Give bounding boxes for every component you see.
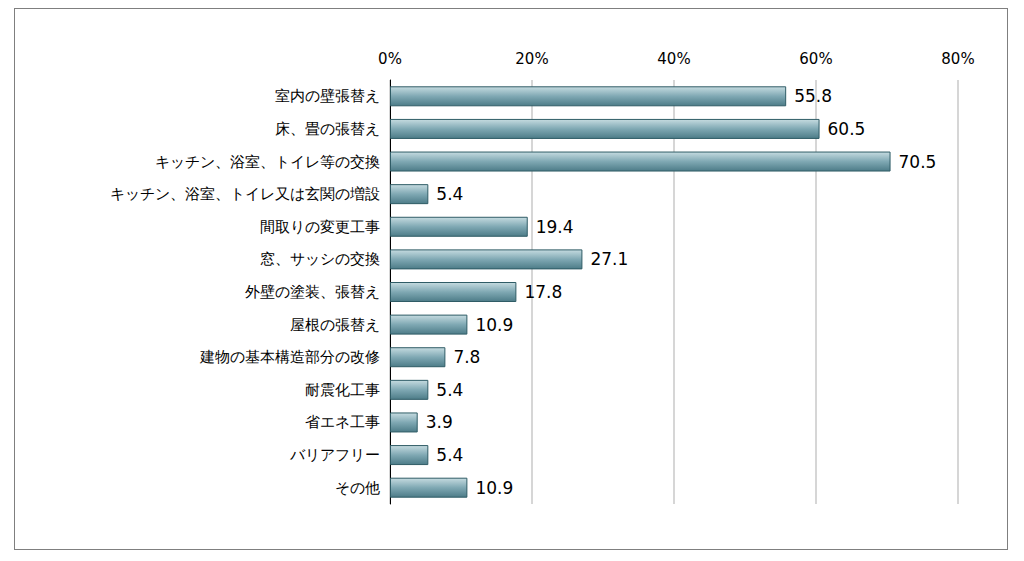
svg-text:キッチン、浴室、トイレ等の交換: キッチン、浴室、トイレ等の交換 bbox=[155, 153, 380, 171]
svg-text:窓、サッシの交換: 窓、サッシの交換 bbox=[260, 250, 380, 268]
svg-text:外壁の塗装、張替え: 外壁の塗装、張替え bbox=[245, 283, 380, 301]
svg-text:3.9: 3.9 bbox=[426, 412, 453, 432]
svg-text:屋根の張替え: 屋根の張替え bbox=[290, 316, 380, 334]
svg-text:40%: 40% bbox=[657, 50, 690, 68]
svg-text:その他: その他 bbox=[335, 479, 380, 497]
svg-text:0%: 0% bbox=[378, 50, 402, 68]
svg-text:60.5: 60.5 bbox=[828, 119, 866, 139]
svg-text:10.9: 10.9 bbox=[475, 478, 513, 498]
svg-text:17.8: 17.8 bbox=[524, 282, 562, 302]
svg-text:キッチン、浴室、トイレ又は玄関の増設: キッチン、浴室、トイレ又は玄関の増設 bbox=[110, 185, 380, 203]
svg-text:耐震化工事: 耐震化工事 bbox=[305, 381, 380, 399]
svg-text:7.8: 7.8 bbox=[453, 347, 480, 367]
svg-text:10.9: 10.9 bbox=[475, 315, 513, 335]
svg-text:5.4: 5.4 bbox=[436, 184, 463, 204]
svg-text:80%: 80% bbox=[941, 50, 974, 68]
svg-text:60%: 60% bbox=[799, 50, 832, 68]
svg-text:省エネ工事: 省エネ工事 bbox=[305, 413, 380, 431]
svg-text:建物の基本構造部分の改修: 建物の基本構造部分の改修 bbox=[199, 348, 380, 366]
svg-text:間取りの変更工事: 間取りの変更工事 bbox=[260, 218, 380, 236]
svg-text:室内の壁張替え: 室内の壁張替え bbox=[275, 87, 380, 105]
svg-text:19.4: 19.4 bbox=[536, 217, 574, 237]
svg-text:5.4: 5.4 bbox=[436, 445, 463, 465]
svg-text:20%: 20% bbox=[515, 50, 548, 68]
svg-text:床、畳の張替え: 床、畳の張替え bbox=[275, 120, 380, 138]
svg-text:27.1: 27.1 bbox=[590, 249, 628, 269]
svg-text:5.4: 5.4 bbox=[436, 380, 463, 400]
svg-text:バリアフリー: バリアフリー bbox=[289, 446, 380, 464]
svg-text:70.5: 70.5 bbox=[899, 152, 937, 172]
svg-text:55.8: 55.8 bbox=[794, 86, 832, 106]
